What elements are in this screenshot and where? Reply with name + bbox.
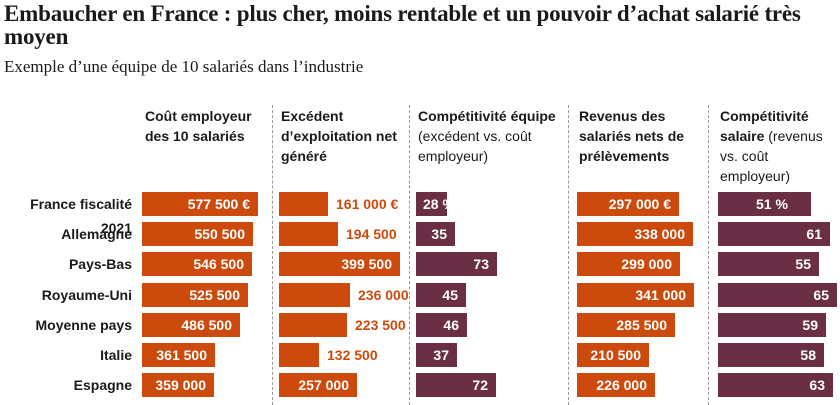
data-label: 28 % [423,196,455,212]
bar [142,312,240,337]
bar [577,312,675,337]
column-divider [272,105,273,405]
bar [416,282,466,307]
column-header: Compétitivité salaire (revenus vs. coût … [720,106,840,186]
column-divider [568,105,569,405]
row-label: Allemagne [61,226,132,243]
row-label: Espagne [73,377,132,394]
data-label: 63 [809,377,825,394]
data-label: 550 500 [194,226,245,243]
bar [577,192,679,216]
bar [416,252,497,277]
bar [279,192,328,216]
bar [142,222,253,247]
data-label: 132 500 [327,347,378,363]
data-label: 72 [472,377,488,394]
column-header-bold: Coût employeur des 10 salariés [145,108,252,144]
column-header-bold: Excédent d’exploitation net généré [281,108,397,164]
bar [279,312,347,337]
bar [718,343,824,367]
bar [416,373,496,398]
bar [142,373,214,398]
data-label: 35 [431,226,447,243]
bar [718,282,837,307]
bar [718,222,830,247]
bar [718,373,833,398]
bar [142,282,248,307]
data-label: 525 500 [189,286,240,303]
bar [142,192,258,216]
data-label: 55 [795,256,811,273]
chart-title: Embaucher en France : plus cher, moins r… [4,1,801,49]
data-label: 236 000 [358,286,409,303]
data-label: 399 500 [341,256,392,273]
column-header-detail: (revenus vs. coût employeur) [720,128,823,184]
bar [416,222,455,247]
column-divider [708,105,709,405]
data-label: 46 [443,316,459,333]
bar [718,312,826,337]
bar [279,282,350,307]
data-label: 59 [802,316,818,333]
bar [577,222,693,247]
data-label: 299 000 [621,256,672,273]
bar [416,312,467,337]
column-header: Coût employeur des 10 salariés [145,106,270,146]
data-label: 73 [473,256,489,273]
column-header-detail: (excédent vs. coût employeur) [418,128,532,164]
bar [718,252,819,277]
bar [279,222,338,247]
data-label: 338 000 [634,226,685,243]
data-label: 61 [806,226,822,243]
data-label: 37 [433,347,449,363]
row-label: Moyenne pays [35,316,132,333]
bar [142,252,252,277]
bar [416,343,457,367]
data-label: 577 500 € [187,196,250,212]
bar [577,252,680,277]
data-label: 65 [813,286,829,303]
row-label: Pays-Bas [68,256,132,273]
bar [279,373,357,398]
bar [577,282,694,307]
data-label: 58 [800,347,816,363]
data-label: 341 000 [635,286,686,303]
data-label: 223 500 [355,316,406,333]
data-label: 285 500 [616,316,667,333]
column-header: Excédent d’exploitation net généré [281,106,406,166]
bar [577,373,655,398]
bar [577,343,649,367]
data-label: 359 000 [155,377,206,394]
data-label: 45 [442,286,458,303]
column-header: Revenus des salariés nets de prélèvement… [579,106,704,166]
data-label: 51 % [756,196,788,212]
data-label: 194 500 [346,226,397,243]
column-divider [409,105,410,405]
data-label: 210 500 [590,347,641,363]
chart-subtitle: Exemple d’une équipe de 10 salariés dans… [4,57,364,76]
data-label: 486 500 [181,316,232,333]
bar [416,192,447,216]
data-label: 361 500 [156,347,207,363]
row-label: France fiscalité 2021 [30,196,132,236]
bar [279,343,319,367]
data-label: 161 000 € [336,196,399,212]
bar [718,192,811,216]
data-label: 257 000 [298,377,349,394]
data-label: 546 500 [193,256,244,273]
data-label: 297 000 € [608,196,671,212]
bar [142,343,215,367]
bar [279,252,400,277]
row-label: Italie [100,347,132,363]
row-label: Royaume-Uni [41,286,132,303]
column-header-bold: Compétitivité équipe [418,108,556,124]
column-header: Compétitivité équipe (excédent vs. coût … [418,106,563,166]
column-header-bold: Revenus des salariés nets de prélèvement… [579,108,685,164]
column-header-bold: Compétitivité salaire [720,108,809,144]
data-label: 226 000 [596,377,647,394]
